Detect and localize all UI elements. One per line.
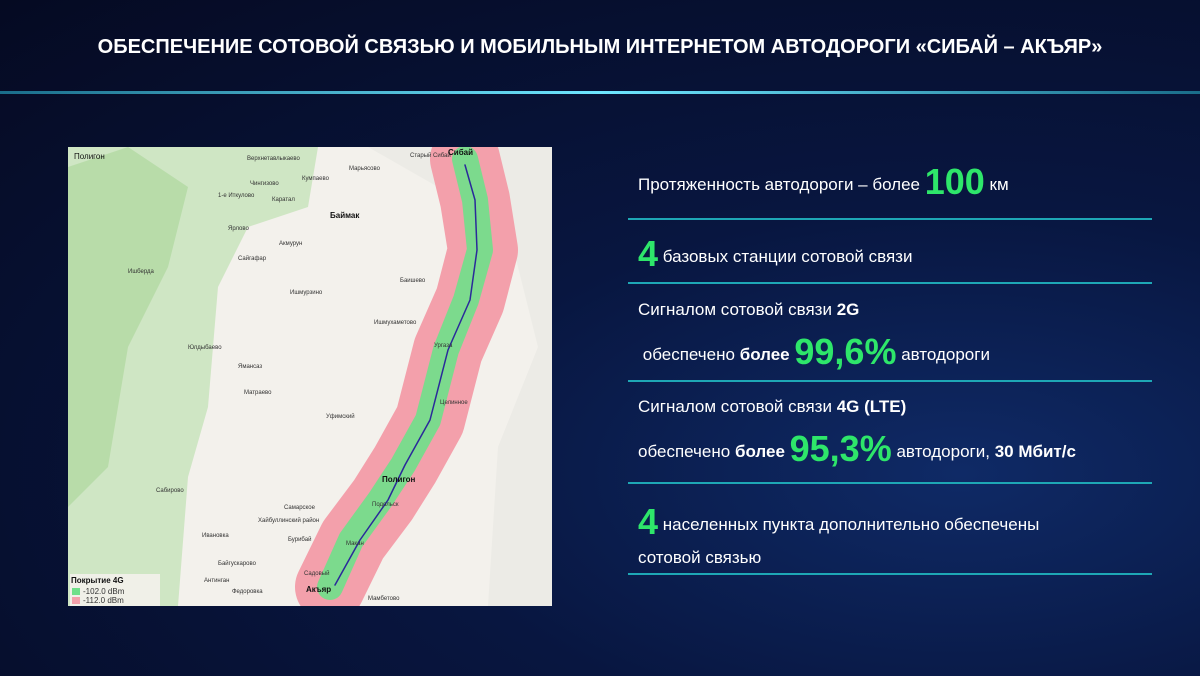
legend-title: Покрытие 4G	[71, 576, 124, 585]
text: км	[989, 175, 1009, 194]
text: населенных пункта дополнительно обеспече…	[662, 515, 1040, 534]
map: Полигон Покрытие 4G -102.0 dBm -112.0 dB…	[68, 147, 552, 606]
separator	[628, 380, 1152, 382]
place-label: Ямансаз	[238, 364, 262, 370]
stat: 4 базовых станции сотовой связи	[638, 230, 1158, 279]
highlight: 4	[638, 501, 659, 542]
text: обеспечено	[642, 345, 735, 365]
place-label: Марьясово	[349, 166, 381, 172]
place-label: Ивановка	[202, 533, 229, 539]
text: автодороги	[901, 345, 990, 365]
text: базовых станции сотовой связи	[662, 247, 913, 266]
stat: Протяженность автодороги – более 100 км	[638, 158, 1158, 207]
place-label: Антинган	[204, 578, 229, 584]
place-label: Матраево	[244, 390, 272, 396]
stat: Сигналом сотовой связи 4G (LTE) обеспечен…	[638, 393, 1158, 478]
header-rule	[0, 91, 1200, 94]
text: 2G	[836, 300, 860, 319]
place-label: 1-е Иткулово	[218, 193, 255, 199]
place-label: Акъяр	[306, 585, 331, 594]
place-label: Федоровка	[232, 589, 263, 595]
map-canvas: Полигон Покрытие 4G -102.0 dBm -112.0 dB…	[68, 147, 552, 606]
place-label: Юлдыбаево	[188, 345, 222, 351]
legend-item: -102.0 dBm	[83, 587, 125, 596]
place-label: Самарское	[284, 505, 316, 511]
title: ОБЕСПЕЧЕНИЕ СОТОВОЙ СВЯЗЬЮ И МОБИЛЬНЫМ И…	[97, 36, 1103, 58]
place-label: Старый Сибай	[410, 152, 451, 159]
place-label: Садовый	[304, 570, 329, 577]
text: Сигналом сотовой связи	[638, 397, 832, 416]
place-label: Кумпаево	[302, 176, 330, 182]
place-label: Сибай	[448, 148, 473, 157]
text: Протяженность автодороги – более	[638, 175, 920, 194]
text: 30 Мбит/с	[994, 442, 1076, 462]
separator	[628, 218, 1152, 220]
place-label: Акмурун	[279, 241, 302, 247]
place-label: Ярлово	[228, 226, 249, 232]
text: обеспечено	[638, 442, 731, 462]
place-label: Чингизово	[250, 181, 279, 187]
stat: 4 населенных пункта дополнительно обеспе…	[638, 498, 1158, 570]
separator	[628, 573, 1152, 575]
place-label: Полигон	[382, 475, 416, 484]
place-label: Ишберда	[128, 269, 155, 275]
text: более	[734, 442, 785, 462]
place-label: Сайгафар	[238, 255, 267, 262]
place-label: Ишмурзино	[290, 290, 323, 296]
place-label: Ургаза	[434, 343, 453, 349]
place-label: Уфимский	[326, 413, 355, 420]
place-label: Целинное	[440, 400, 468, 406]
highlight: 99,6%	[794, 331, 897, 373]
place-label: Баймак	[330, 211, 360, 220]
place-label: Каратал	[272, 197, 295, 203]
highlight: 95,3%	[789, 428, 892, 470]
stat: Сигналом сотовой связи 2G обеспечено бол…	[638, 296, 1158, 381]
text: более	[739, 345, 790, 365]
highlight: 100	[924, 161, 985, 202]
place-label: Подольск	[372, 502, 399, 508]
separator	[628, 282, 1152, 284]
place-label: Макан	[346, 541, 364, 547]
map-label: Полигон	[74, 152, 105, 161]
separator	[628, 482, 1152, 484]
place-label: Хайбуллинский район	[258, 517, 319, 524]
text: сотовой связью	[638, 547, 762, 567]
place-label: Ишмухаметово	[374, 320, 417, 326]
place-label: Баишево	[400, 278, 426, 284]
text: автодороги,	[896, 442, 990, 462]
place-label: Сабирово	[156, 488, 184, 494]
place-label: Верхнетавлыкаево	[247, 156, 300, 162]
highlight: 4	[638, 233, 659, 274]
text: 4G (LTE)	[836, 397, 907, 416]
place-label: Мамбетово	[368, 596, 400, 602]
place-label: Бурибай	[288, 536, 311, 543]
text: Сигналом сотовой связи	[638, 300, 832, 319]
place-label: Байгускарово	[218, 560, 257, 567]
legend-item: -112.0 dBm	[83, 596, 124, 605]
